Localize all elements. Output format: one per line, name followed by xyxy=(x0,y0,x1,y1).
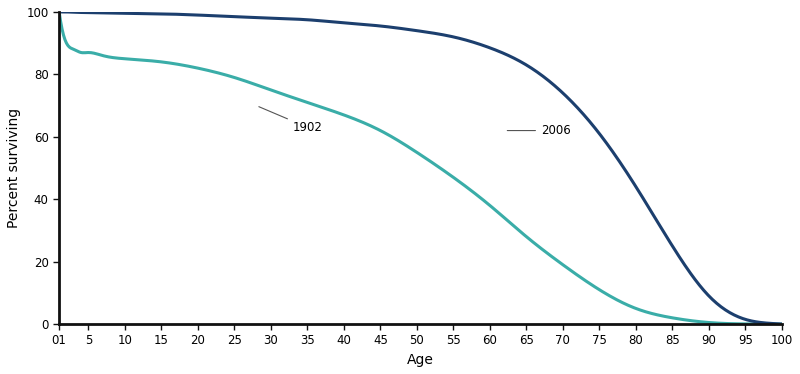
X-axis label: Age: Age xyxy=(407,353,434,367)
Text: 2006: 2006 xyxy=(507,124,570,137)
Text: 1902: 1902 xyxy=(259,107,322,134)
Y-axis label: Percent surviving: Percent surviving xyxy=(7,108,21,228)
